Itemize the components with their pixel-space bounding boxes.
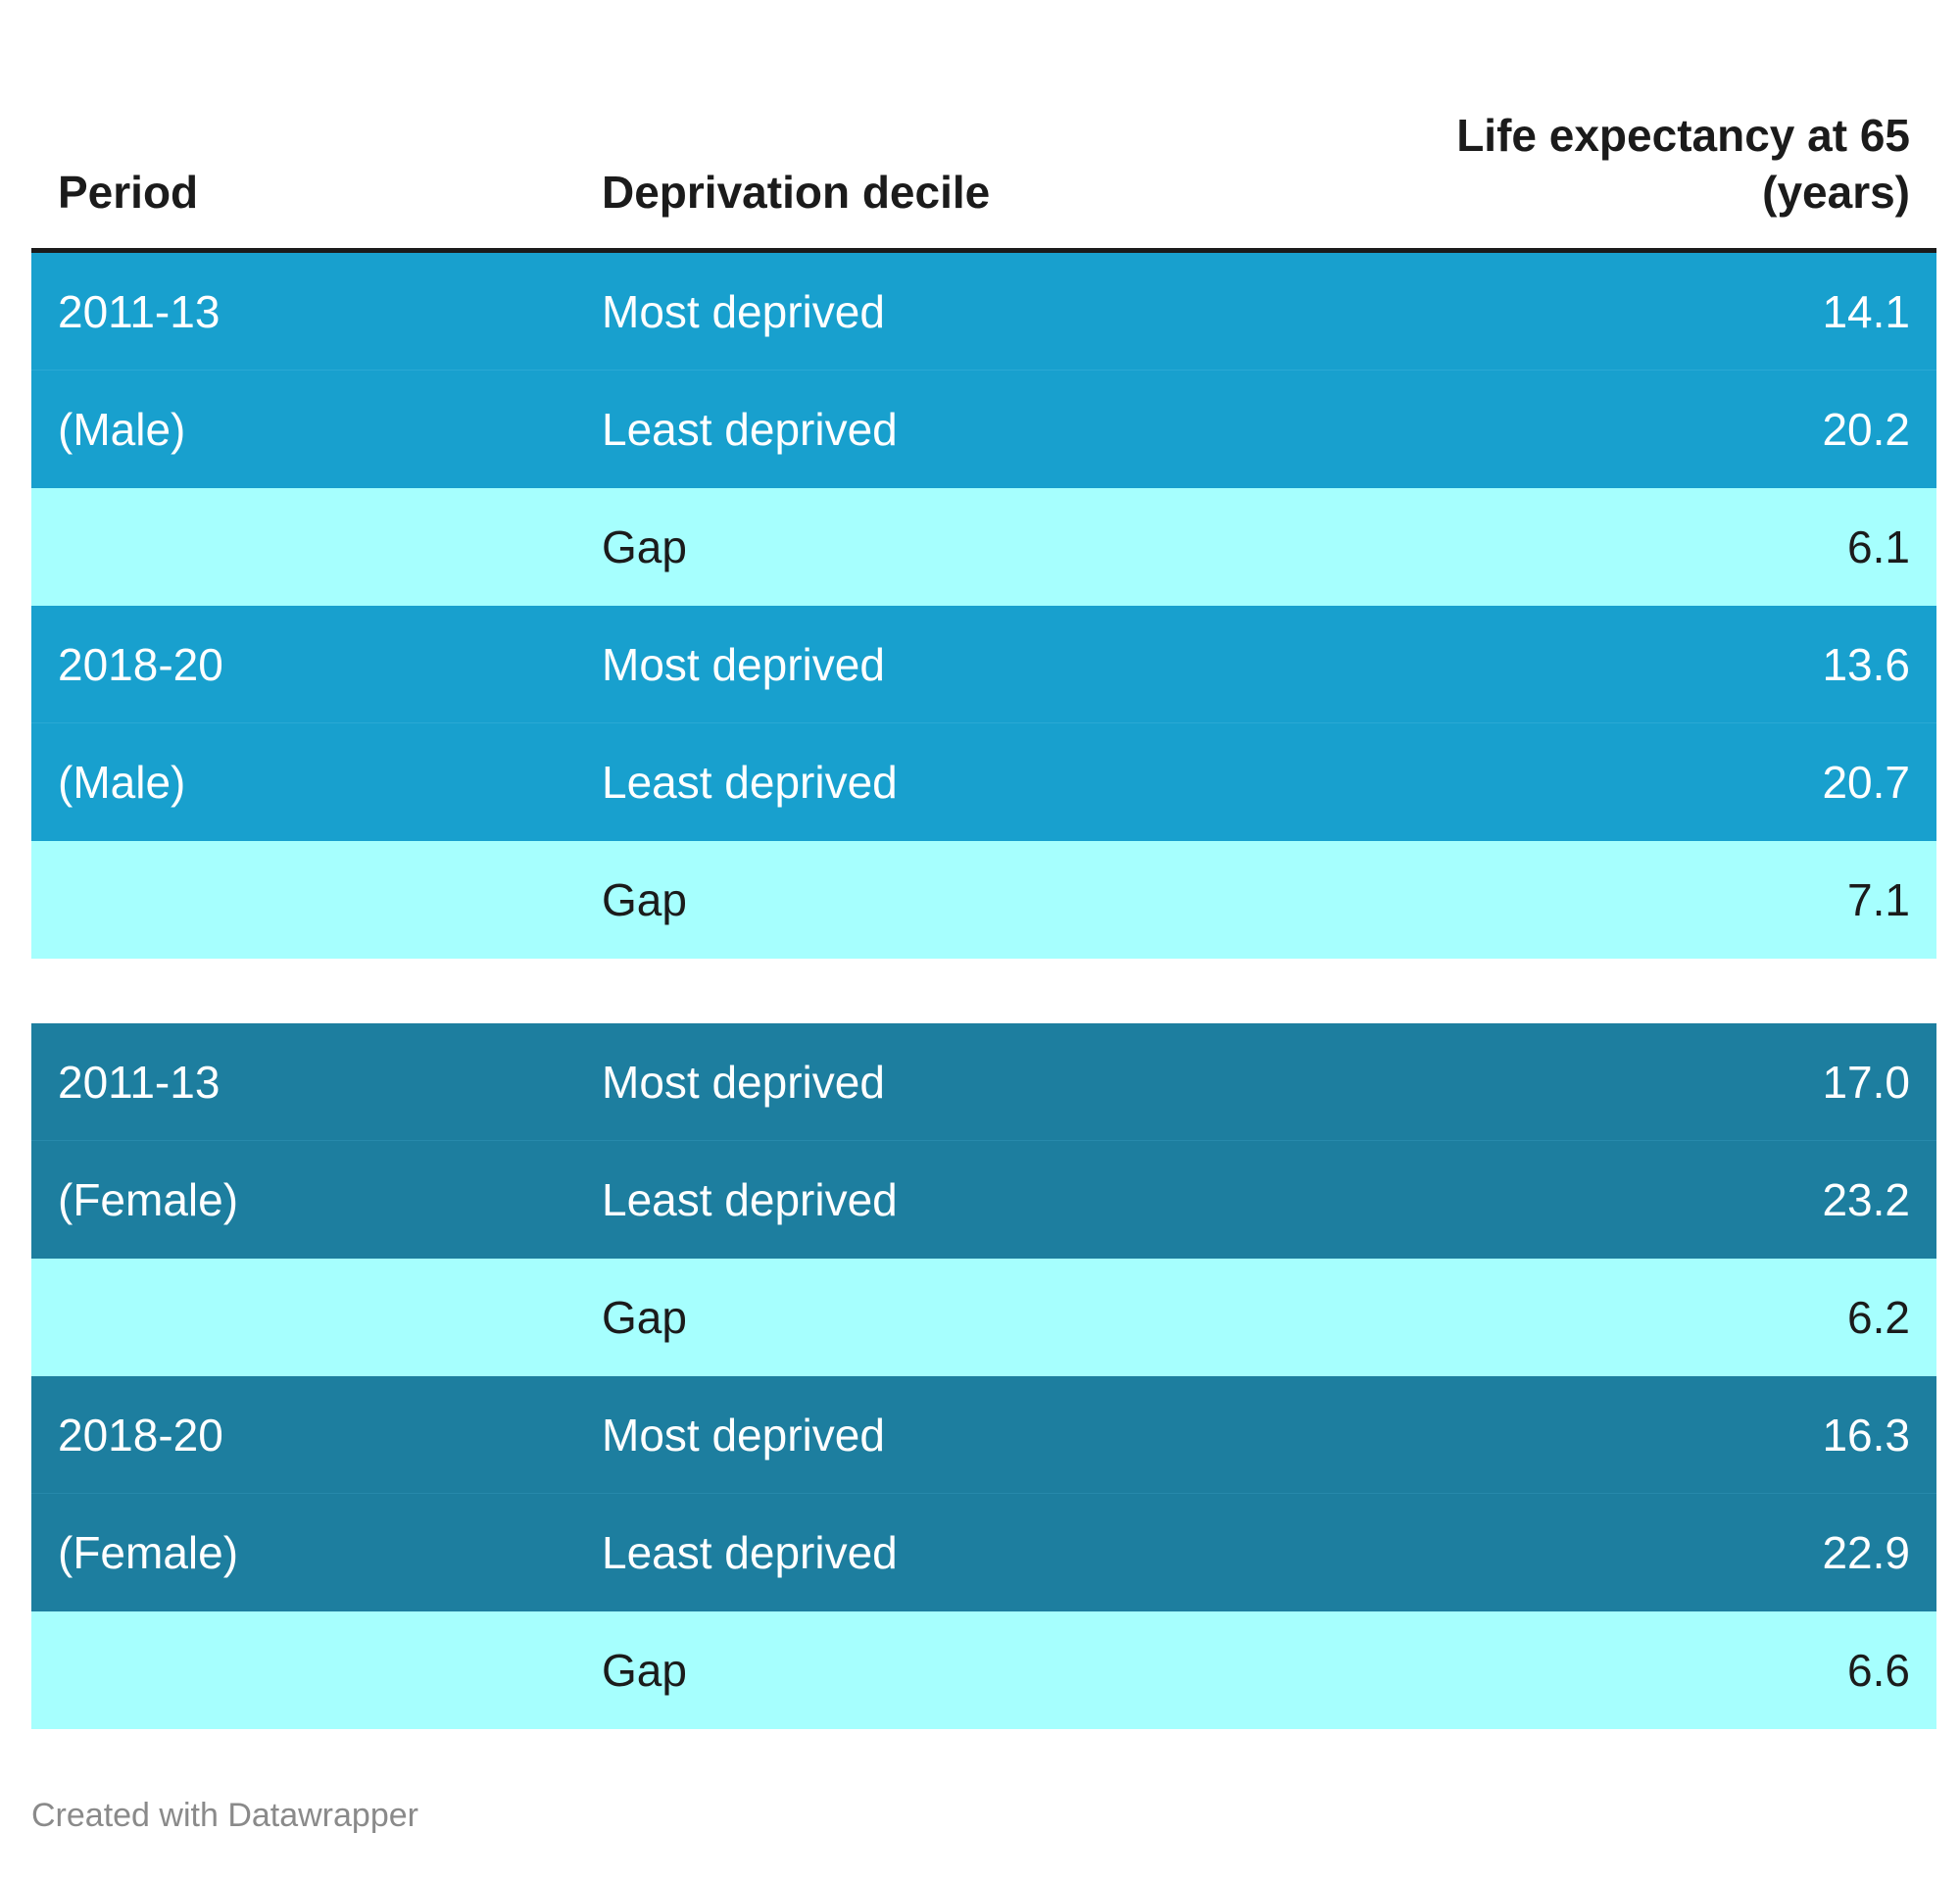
period-cell: 2018-20 bbox=[58, 639, 223, 690]
value-cell: 7.1 bbox=[1847, 874, 1910, 925]
decile-cell: Gap bbox=[602, 1292, 687, 1343]
value-cell: 6.2 bbox=[1847, 1292, 1910, 1343]
table-row: Gap 7.1 bbox=[31, 841, 1936, 959]
table-row: Gap 6.2 bbox=[31, 1259, 1936, 1376]
decile-cell: Most deprived bbox=[602, 1057, 885, 1108]
table-row: (Male) Least deprived 20.2 bbox=[31, 371, 1936, 488]
decile-cell: Most deprived bbox=[602, 639, 885, 690]
decile-cell: Least deprived bbox=[602, 404, 898, 455]
decile-cell: Gap bbox=[602, 1645, 687, 1696]
group-spacer bbox=[31, 959, 1936, 1023]
period-cell: (Male) bbox=[58, 404, 186, 455]
column-header-deprivation-decile: Deprivation decile bbox=[602, 167, 991, 218]
period-cell: (Female) bbox=[58, 1527, 239, 1578]
period-cell: 2011-13 bbox=[58, 286, 220, 337]
table-row: (Male) Least deprived 20.7 bbox=[31, 723, 1936, 841]
table-row: 2018-20 Most deprived 13.6 bbox=[31, 606, 1936, 723]
decile-cell: Gap bbox=[602, 874, 687, 925]
table-body: 2011-13 Most deprived 14.1 (Male) Least depr… bbox=[31, 253, 1936, 1729]
value-cell: 6.6 bbox=[1847, 1645, 1910, 1696]
table-row: Gap 6.1 bbox=[31, 488, 1936, 606]
table-header: Period Deprivation decile Life expectanc… bbox=[31, 98, 1936, 253]
table-row: 2018-20 Most deprived 16.3 bbox=[31, 1376, 1936, 1494]
value-cell: 20.2 bbox=[1822, 404, 1910, 455]
period-cell: 2018-20 bbox=[58, 1410, 223, 1461]
value-cell: 16.3 bbox=[1822, 1410, 1910, 1461]
value-cell: 13.6 bbox=[1822, 639, 1910, 690]
period-cell: (Male) bbox=[58, 757, 186, 808]
decile-cell: Most deprived bbox=[602, 1410, 885, 1461]
column-header-period: Period bbox=[58, 167, 199, 218]
value-cell: 6.1 bbox=[1847, 521, 1910, 572]
table-row: Gap 6.6 bbox=[31, 1611, 1936, 1729]
table-row: (Female) Least deprived 23.2 bbox=[31, 1141, 1936, 1259]
value-cell: 17.0 bbox=[1822, 1057, 1910, 1108]
data-table: Period Deprivation decile Life expectanc… bbox=[31, 98, 1936, 1729]
decile-cell: Least deprived bbox=[602, 757, 898, 808]
value-cell: 14.1 bbox=[1822, 286, 1910, 337]
table-row: 2011-13 Most deprived 17.0 bbox=[31, 1023, 1936, 1141]
table-row: 2011-13 Most deprived 14.1 bbox=[31, 253, 1936, 371]
decile-cell: Gap bbox=[602, 521, 687, 572]
decile-cell: Least deprived bbox=[602, 1174, 898, 1225]
value-cell: 23.2 bbox=[1822, 1174, 1910, 1225]
period-cell: (Female) bbox=[58, 1174, 239, 1225]
value-cell: 20.7 bbox=[1822, 757, 1910, 808]
table-row: (Female) Least deprived 22.9 bbox=[31, 1494, 1936, 1611]
column-header-life-expectancy: Life expectancy at 65 (years) bbox=[1456, 110, 1910, 218]
decile-cell: Least deprived bbox=[602, 1527, 898, 1578]
decile-cell: Most deprived bbox=[602, 286, 885, 337]
footer-credit: Created with Datawrapper bbox=[31, 1797, 418, 1834]
value-cell: 22.9 bbox=[1822, 1527, 1910, 1578]
period-cell: 2011-13 bbox=[58, 1057, 220, 1108]
